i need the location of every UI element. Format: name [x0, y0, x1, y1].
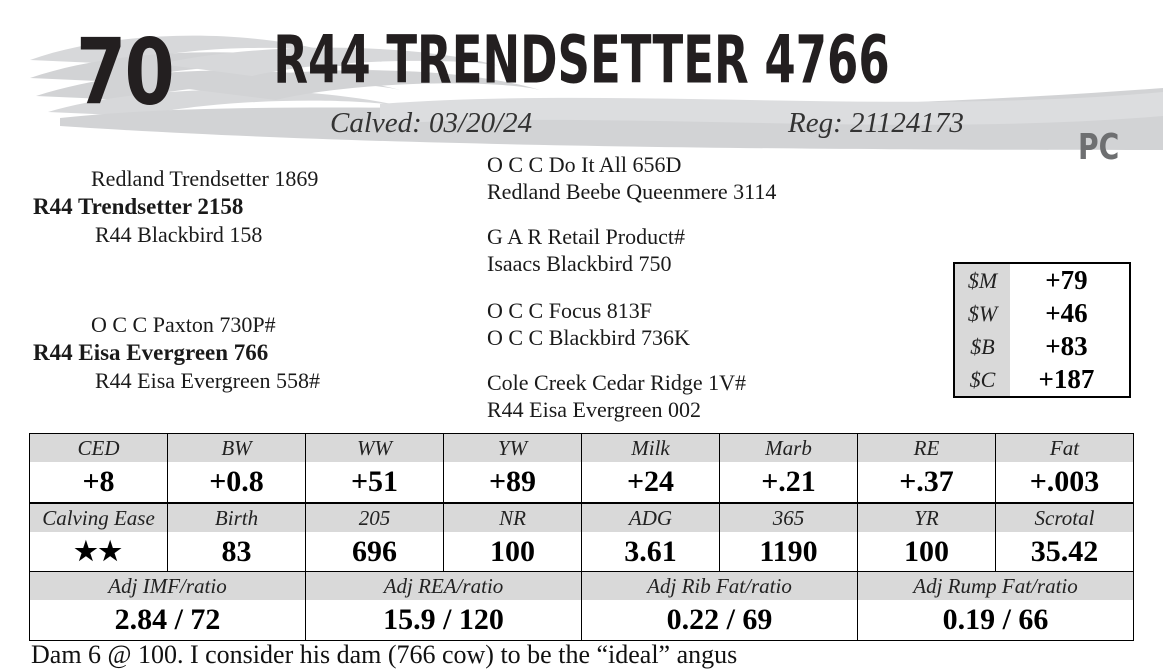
table-header-row: Calving Ease Birth 205 NR ADG 365 YR Scr… — [29, 503, 1134, 532]
performance-header-cell: Birth — [167, 503, 306, 532]
sire-name: R44 Trendsetter 2158 — [33, 194, 244, 219]
sire-pedigree-block: Redland Trendsetter 1869 R44 Trendsetter… — [33, 165, 318, 249]
dollar-value-amount: +79 — [1045, 265, 1088, 295]
epd-value-cell: +.003 — [995, 462, 1134, 503]
epd-header-cell: RE — [857, 433, 996, 462]
table-value-row: 2.84 / 72 15.9 / 120 0.22 / 69 0.19 / 66 — [29, 600, 1134, 641]
epd-value-cell: +24 — [581, 462, 720, 503]
dollar-value-row: $M +79 — [955, 264, 1129, 297]
dollar-value-amount: +187 — [1038, 364, 1095, 394]
great-grandparent-dam: Redland Beebe Queenmere 3114 — [487, 179, 777, 204]
performance-value-cell: 3.61 — [581, 532, 720, 573]
epd-table: CED BW WW YW Milk Marb RE Fat +8 +0.8 +5… — [29, 433, 1134, 503]
epd-header-cell: Milk — [581, 433, 720, 462]
performance-value-cell: 100 — [443, 532, 582, 573]
dollar-value-index-box: $M +79 $W +46 $B +83 $C +187 — [953, 262, 1131, 398]
dam-granddam: R44 Eisa Evergreen 558# — [95, 368, 321, 393]
epd-value-cell: +51 — [305, 462, 444, 503]
epd-header-cell: YW — [443, 433, 582, 462]
calved-date: Calved: 03/20/24 — [330, 107, 533, 139]
table-value-row: +8 +0.8 +51 +89 +24 +.21 +.37 +.003 — [29, 462, 1134, 503]
pc-badge: PC — [1078, 125, 1120, 169]
lot-description-note: Dam 6 @ 100. I consider his dam (766 cow… — [31, 640, 738, 669]
epd-value-cell: +0.8 — [167, 462, 306, 503]
sire-granddam: R44 Blackbird 158 — [95, 222, 263, 247]
dollar-value-amount: +83 — [1045, 331, 1088, 361]
great-grandparent-pair: O C C Focus 813F O C C Blackbird 736K — [487, 297, 690, 351]
table-header-row: Adj IMF/ratio Adj REA/ratio Adj Rib Fat/… — [29, 571, 1134, 600]
carcass-header-cell: Adj Rib Fat/ratio — [581, 571, 858, 600]
epd-header-cell: Fat — [995, 433, 1134, 462]
dollar-value-label: $W — [955, 297, 1010, 330]
performance-header-cell: Scrotal — [995, 503, 1134, 532]
epd-value-cell: +89 — [443, 462, 582, 503]
dollar-value-row: $C +187 — [955, 363, 1129, 396]
page-title: R44 TRENDSETTER 4766 — [273, 22, 890, 99]
table-value-row: ★★ 83 696 100 3.61 1190 100 35.42 — [29, 532, 1134, 573]
registration-number: Reg: 21124173 — [788, 107, 964, 139]
carcass-header-cell: Adj Rump Fat/ratio — [857, 571, 1134, 600]
carcass-value-cell: 0.22 / 69 — [581, 600, 858, 641]
dam-grandsire: O C C Paxton 730P# — [91, 312, 276, 337]
table-header-row: CED BW WW YW Milk Marb RE Fat — [29, 433, 1134, 462]
dollar-value-label: $C — [955, 363, 1010, 396]
dam-pedigree-block: O C C Paxton 730P# R44 Eisa Evergreen 76… — [33, 311, 320, 395]
carcass-table: Adj IMF/ratio Adj REA/ratio Adj Rib Fat/… — [29, 571, 1134, 641]
carcass-header-cell: Adj REA/ratio — [305, 571, 582, 600]
great-grandparent-dam: Isaacs Blackbird 750 — [487, 251, 672, 276]
great-grandparent-pair: G A R Retail Product# Isaacs Blackbird 7… — [487, 223, 685, 277]
performance-value-cell: 100 — [857, 532, 996, 573]
epd-value-cell: +8 — [29, 462, 168, 503]
performance-header-cell: YR — [857, 503, 996, 532]
lot-number: 70 — [76, 19, 175, 126]
dam-name: R44 Eisa Evergreen 766 — [33, 340, 269, 365]
sire-grandsire: Redland Trendsetter 1869 — [91, 166, 319, 191]
great-grandparent-pair: O C C Do It All 656D Redland Beebe Queen… — [487, 151, 776, 205]
epd-value-cell: +.37 — [857, 462, 996, 503]
dollar-value-row: $B +83 — [955, 330, 1129, 363]
great-grandparent-sire: O C C Focus 813F — [487, 298, 653, 323]
catalog-header: 70 R44 TRENDSETTER 4766 Calved: 03/20/24… — [0, 0, 1163, 165]
performance-header-cell: 365 — [719, 503, 858, 532]
carcass-value-cell: 2.84 / 72 — [29, 600, 306, 641]
epd-header-cell: BW — [167, 433, 306, 462]
epd-header-cell: Marb — [719, 433, 858, 462]
great-grandparent-dam: O C C Blackbird 736K — [487, 325, 690, 350]
dollar-value-label: $B — [955, 330, 1010, 363]
great-grandparent-pair: Cole Creek Cedar Ridge 1V# R44 Eisa Ever… — [487, 369, 746, 423]
performance-header-cell: Calving Ease — [29, 503, 168, 532]
dollar-value-label: $M — [955, 264, 1010, 297]
epd-header-cell: CED — [29, 433, 168, 462]
dollar-value-amount: +46 — [1045, 298, 1088, 328]
calving-ease-stars: ★★ — [29, 532, 168, 573]
great-grandparent-sire: G A R Retail Product# — [487, 224, 685, 249]
carcass-value-cell: 0.19 / 66 — [857, 600, 1134, 641]
performance-header-cell: 205 — [305, 503, 444, 532]
epd-value-cell: +.21 — [719, 462, 858, 503]
great-grandparent-sire: Cole Creek Cedar Ridge 1V# — [487, 370, 747, 395]
dollar-value-row: $W +46 — [955, 297, 1129, 330]
performance-header-cell: NR — [443, 503, 582, 532]
carcass-header-cell: Adj IMF/ratio — [29, 571, 306, 600]
performance-table: Calving Ease Birth 205 NR ADG 365 YR Scr… — [29, 503, 1134, 573]
carcass-value-cell: 15.9 / 120 — [305, 600, 582, 641]
performance-value-cell: 35.42 — [995, 532, 1134, 573]
great-grandparent-dam: R44 Eisa Evergreen 002 — [487, 397, 702, 422]
great-grandparent-sire: O C C Do It All 656D — [487, 152, 682, 177]
performance-value-cell: 696 — [305, 532, 444, 573]
performance-value-cell: 1190 — [719, 532, 858, 573]
performance-header-cell: ADG — [581, 503, 720, 532]
performance-value-cell: 83 — [167, 532, 306, 573]
epd-header-cell: WW — [305, 433, 444, 462]
